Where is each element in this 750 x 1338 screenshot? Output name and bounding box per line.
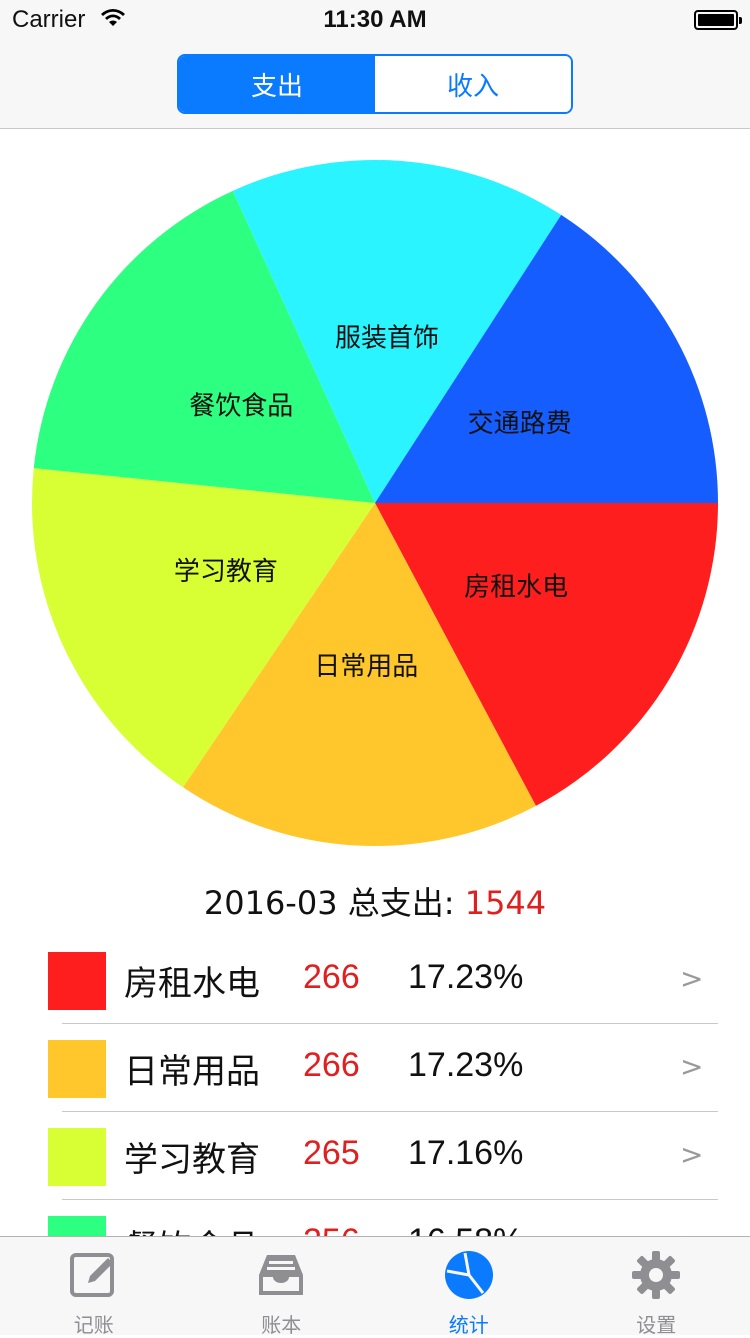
category-percent: 17.23% <box>408 958 523 997</box>
inbox-tray-icon <box>255 1249 307 1301</box>
category-color-swatch <box>48 1128 106 1186</box>
pie-chart-area: 房租水电日常用品 学习教育 餐饮食品 服装首饰交通路费 <box>0 129 750 869</box>
category-list: 房租水电 266 17.23% > 日常用品 266 17.23% > 学习教育… <box>0 936 750 1236</box>
pie-chart-icon <box>443 1249 495 1301</box>
navigation-bar: 支出 收入 <box>0 40 750 129</box>
pie-slice-label: 日常用品 <box>314 652 418 682</box>
list-item[interactable]: 日常用品 266 17.23% > <box>0 1024 750 1112</box>
category-amount: 265 <box>303 1134 360 1173</box>
category-amount: 266 <box>303 1046 360 1085</box>
category-percent: 17.16% <box>408 1134 523 1173</box>
category-amount: 256 <box>303 1222 360 1236</box>
segment-expense[interactable]: 支出 <box>179 56 375 112</box>
battery-icon <box>694 10 738 30</box>
status-bar: Carrier 11:30 AM <box>0 0 750 40</box>
category-name: 房租水电 <box>124 956 260 1005</box>
status-time: 11:30 AM <box>0 6 750 34</box>
pie-slice-label: 交通路费 <box>468 409 572 439</box>
tab-settings[interactable]: 设置 <box>563 1237 750 1335</box>
pie-slice-label: 房租水电 <box>464 572 568 602</box>
tab-statistics[interactable]: 统计 <box>375 1237 563 1335</box>
chevron-right-icon: > <box>680 1050 703 1083</box>
pie-slice-label: 餐饮食品 <box>189 391 293 421</box>
tab-bar: 记账 账本 统计 <box>0 1236 750 1335</box>
chevron-right-icon: > <box>680 1138 703 1171</box>
pie-slice-label: 服装首饰 <box>335 323 439 353</box>
category-color-swatch <box>48 1040 106 1098</box>
chevron-right-icon: > <box>680 1226 703 1236</box>
summary-total: 1544 <box>465 884 546 922</box>
category-amount: 266 <box>303 958 360 997</box>
list-item[interactable]: 餐饮食品 256 16.58% > <box>0 1200 750 1236</box>
category-percent: 16.58% <box>408 1222 523 1236</box>
category-color-swatch <box>48 1216 106 1236</box>
list-item[interactable]: 学习教育 265 17.16% > <box>0 1112 750 1200</box>
summary-prefix: 2016-03 总支出: <box>204 884 465 922</box>
category-name: 日常用品 <box>124 1044 260 1093</box>
category-percent: 17.23% <box>408 1046 523 1085</box>
edit-icon <box>68 1249 120 1301</box>
segmented-control: 支出 收入 <box>177 54 573 114</box>
category-name: 学习教育 <box>124 1132 260 1181</box>
summary-line: 2016-03 总支出: 1544 <box>0 878 750 924</box>
tab-ledger[interactable]: 账本 <box>188 1237 376 1335</box>
tab-bookkeeping[interactable]: 记账 <box>0 1237 188 1335</box>
chevron-right-icon: > <box>680 962 703 995</box>
pie-slice-label: 学习教育 <box>174 557 278 587</box>
list-item[interactable]: 房租水电 266 17.23% > <box>0 936 750 1024</box>
gear-icon <box>630 1249 682 1301</box>
category-name: 餐饮食品 <box>124 1220 260 1236</box>
segment-income[interactable]: 收入 <box>375 56 571 112</box>
category-color-swatch <box>48 952 106 1010</box>
